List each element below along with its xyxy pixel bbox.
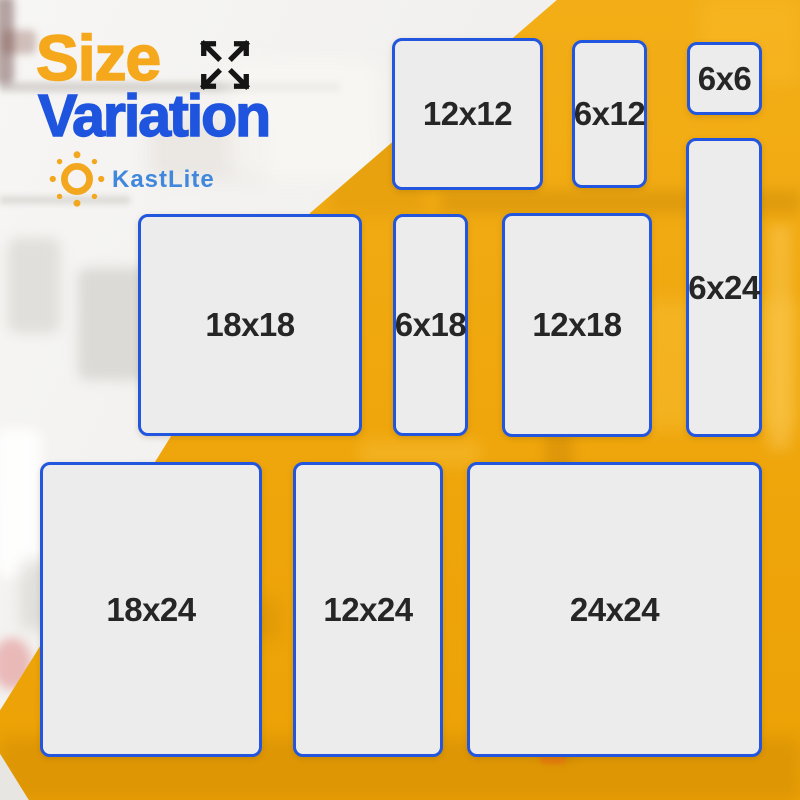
size-tile-24x24: 24x24 (467, 462, 762, 757)
texture-blob (0, 428, 42, 578)
size-tile-18x24: 18x24 (40, 462, 262, 757)
size-tile-6x12: 6x12 (572, 40, 647, 188)
size-tile-12x24: 12x24 (293, 462, 443, 757)
size-tile-18x18: 18x18 (138, 214, 362, 436)
size-tile-label: 6x24 (688, 268, 760, 306)
size-tile-6x6: 6x6 (687, 42, 762, 115)
texture-blob (768, 225, 792, 450)
sun-icon (49, 151, 105, 207)
size-tile-label: 6x6 (697, 59, 752, 97)
size-tile-12x18: 12x18 (502, 213, 652, 437)
size-tile-label: 18x24 (106, 590, 196, 628)
size-tile-label: 6x18 (394, 306, 467, 343)
expand-arrows-icon (199, 39, 251, 91)
page-title-variation: Variation (37, 83, 272, 149)
texture-blob (8, 238, 60, 333)
brand-logo: KastLite (46, 148, 306, 214)
size-tile-label: 6x12 (573, 95, 646, 132)
page-title-size: Size (35, 22, 162, 94)
texture-blob (0, 0, 14, 84)
brand-name: KastLite (112, 166, 215, 193)
size-tile-label: 18x18 (205, 306, 295, 343)
size-tile-12x12: 12x12 (392, 38, 543, 190)
size-tile-label: 24x24 (569, 590, 660, 628)
size-tile-label: 12x24 (323, 590, 413, 628)
size-tile-6x24: 6x24 (686, 138, 762, 437)
texture-blob (2, 30, 36, 54)
size-tile-label: 12x18 (532, 306, 622, 343)
size-tile-6x18: 6x18 (393, 214, 468, 436)
size-tile-label: 12x12 (422, 95, 513, 132)
